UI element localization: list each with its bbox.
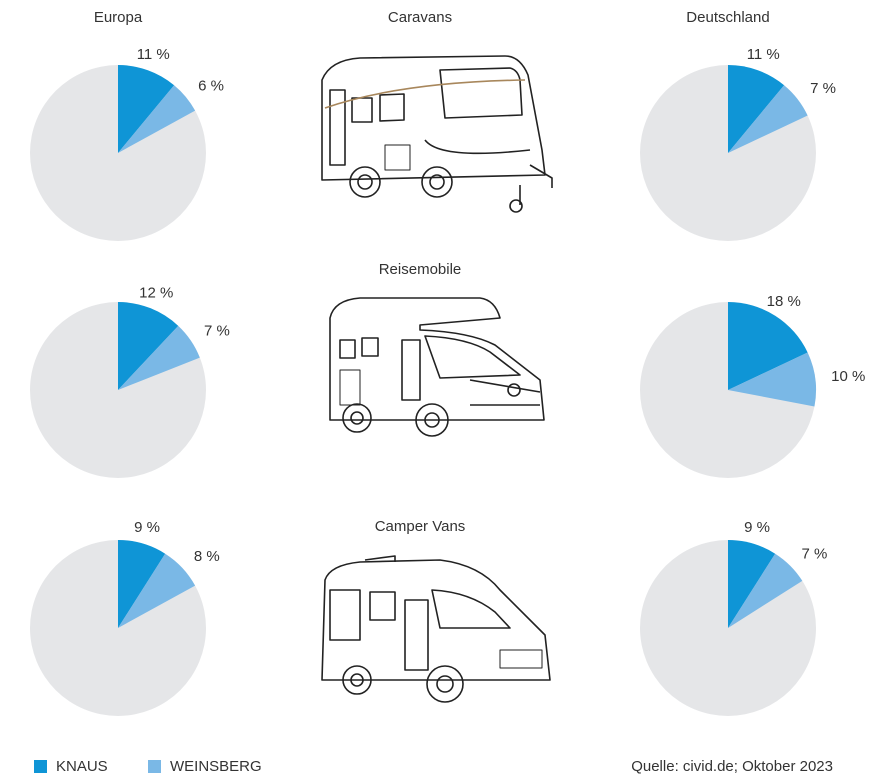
column-title: Europa — [94, 9, 143, 26]
legend-label: KNAUS — [56, 758, 108, 775]
camper-van-illustration — [322, 556, 550, 702]
infographic: Europa Deutschland Caravans Reisemobile … — [0, 0, 881, 780]
legend-swatch — [34, 760, 47, 773]
data-label: 6 % — [198, 78, 224, 95]
row-title: Reisemobile — [379, 261, 462, 278]
row-title: Camper Vans — [375, 518, 466, 535]
data-label: 9 % — [744, 519, 770, 536]
data-label: 8 % — [194, 548, 220, 565]
data-label: 11 % — [137, 46, 170, 63]
row-title: Caravans — [388, 9, 452, 26]
legend-label: WEINSBERG — [170, 758, 262, 775]
data-label: 10 % — [831, 368, 865, 385]
data-label: 7 % — [802, 545, 828, 562]
motorhome-illustration — [330, 298, 544, 436]
data-label: 7 % — [810, 80, 836, 97]
legend-swatch — [148, 760, 161, 773]
column-title: Deutschland — [686, 9, 769, 26]
data-label: 12 % — [139, 284, 173, 301]
caravan-illustration — [322, 56, 552, 212]
data-label: 9 % — [134, 519, 160, 536]
source: Quelle: civid.de; Oktober 2023 — [631, 758, 833, 775]
data-label: 7 % — [204, 323, 230, 340]
data-label: 11 % — [747, 46, 780, 63]
data-label: 18 % — [767, 293, 801, 310]
